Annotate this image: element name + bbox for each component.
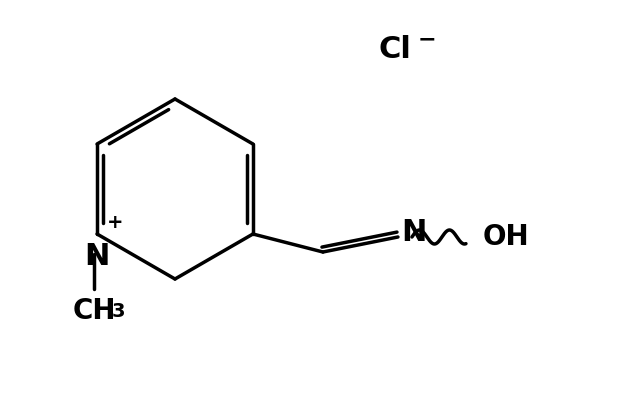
Text: N: N (401, 217, 426, 246)
Text: OH: OH (483, 223, 529, 251)
Text: CH: CH (72, 297, 116, 325)
Text: Cl: Cl (378, 34, 411, 64)
Text: +: + (107, 212, 124, 232)
Text: N: N (84, 242, 109, 271)
Text: −: − (418, 29, 436, 49)
Text: 3: 3 (112, 302, 125, 321)
